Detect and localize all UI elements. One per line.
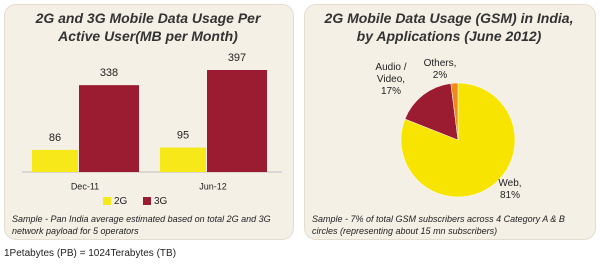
legend-swatch	[103, 197, 111, 205]
data-label: 338	[100, 67, 118, 79]
bar	[160, 147, 206, 172]
data-label: 95	[177, 129, 189, 141]
data-label: Web, 81%	[498, 178, 522, 201]
x-tick-label: Jun-12	[199, 181, 227, 191]
pie-slice	[404, 83, 459, 141]
data-label: 397	[228, 52, 246, 64]
x-tick-label: Dec-11	[71, 181, 99, 191]
chart-title: 2G and 3G Mobile Data Usage Per Active U…	[35, 10, 261, 44]
data-label: Others, 2%	[423, 58, 457, 81]
legend-label: 3G	[154, 196, 168, 207]
pie-slice	[450, 82, 459, 141]
data-label: Audio / Video, 17%	[375, 62, 407, 97]
chart-title: 2G Mobile Data Usage (GSM) in India, by …	[324, 10, 574, 44]
legend-swatch	[143, 197, 151, 205]
bar	[79, 85, 139, 172]
legend-label: 2G	[114, 196, 128, 207]
bar	[32, 149, 78, 172]
data-label: 86	[49, 132, 61, 144]
footer: 1Petabytes (PB) = 1024Terabytes (TB)	[4, 248, 177, 259]
chart-note: Sample - Pan India average estimated bas…	[12, 214, 271, 236]
bar	[207, 70, 267, 172]
chart-note: Sample - 7% of total GSM subscribers acr…	[312, 214, 565, 236]
